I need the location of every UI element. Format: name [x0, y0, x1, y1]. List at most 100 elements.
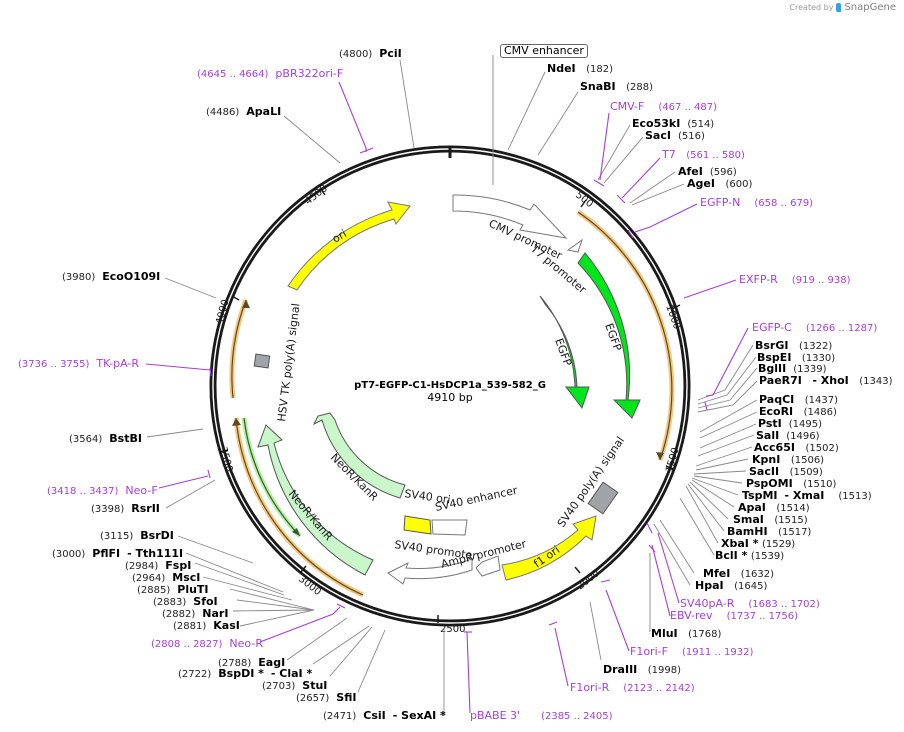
- enzyme-sfii[interactable]: (2657) SfiI: [296, 691, 357, 704]
- enzyme-sacii[interactable]: SacII (1509): [749, 465, 823, 478]
- enzyme-stui[interactable]: (2703) StuI: [262, 679, 328, 692]
- enzyme-rsrii[interactable]: (3398) RsrII: [91, 502, 160, 515]
- enzyme-nari[interactable]: (2882) NarI: [162, 607, 229, 620]
- enzyme-pluti[interactable]: (2885) PluTI: [137, 583, 209, 596]
- primer-cmv-f[interactable]: CMV-F (467 .. 487): [610, 100, 718, 113]
- enzyme-leaders: [146, 59, 758, 716]
- sv40-ori-label: SV40 ori: [404, 487, 452, 506]
- enzyme-afei[interactable]: AfeI (596): [678, 165, 737, 178]
- f1-ori-label: f1 ori: [531, 543, 562, 570]
- primer-exfp-r[interactable]: EXFP-R (919 .. 938): [739, 273, 851, 286]
- sv40-ori-box: [403, 515, 432, 535]
- enzyme-agei[interactable]: AgeI (600): [687, 177, 753, 190]
- ampr-promoter-arrow: [475, 555, 501, 577]
- hsv-tk-polya-label: HSV TK poly(A) signal: [275, 303, 302, 423]
- enzyme-msci[interactable]: (2964) MscI: [132, 571, 201, 584]
- credit-prefix: Created by: [789, 3, 834, 12]
- enzyme-sfoi[interactable]: (2883) SfoI: [153, 595, 218, 608]
- enzyme-bglii[interactable]: BglII (1339): [758, 362, 827, 375]
- enzyme-bcli[interactable]: BclI * (1539): [715, 549, 785, 562]
- neo-outer-arrow: [257, 424, 374, 576]
- credit-brand: SnapGene: [844, 2, 896, 13]
- enzyme-bsrgi[interactable]: BsrGI (1322): [755, 339, 833, 352]
- primer-f1ori-f[interactable]: F1ori-F (1911 .. 1932): [630, 645, 754, 658]
- enzyme-acc65i[interactable]: Acc65I (1502): [754, 441, 839, 454]
- backbone: [209, 145, 691, 627]
- primer-ebv-rev[interactable]: EBV-rev (1737 .. 1756): [670, 609, 798, 622]
- plasmid-name: pT7-EGFP-C1-HsDCP1a_539-582_G: [354, 380, 546, 391]
- primer-neo-r[interactable]: (2808 .. 2827) Neo-R: [151, 637, 263, 650]
- features: [253, 194, 641, 585]
- enzyme-eagi[interactable]: (2788) EagI: [218, 656, 286, 669]
- tick-4000: 4000: [214, 298, 231, 325]
- cmv-promoter-arrow: [452, 194, 568, 239]
- enzyme-csii-sexai[interactable]: (2471) CsiI - SexAI *: [323, 709, 446, 722]
- enzyme-pflfi-tth111i[interactable]: (3000) PflFI - Tth111I: [52, 547, 184, 560]
- primer-neo-f[interactable]: (3418 .. 3437) Neo-F: [47, 484, 158, 497]
- sv40-enhancer-box: [431, 519, 468, 536]
- enzyme-xbai[interactable]: XbaI * (1529): [721, 537, 796, 550]
- enzyme-kasi[interactable]: (2881) KasI: [173, 619, 240, 632]
- neo-inner-arrow: [312, 412, 406, 499]
- hsv-tk-polya-box: [253, 353, 271, 369]
- tick-3500: 3500: [217, 446, 234, 473]
- enzyme-mlui[interactable]: MluI (1768): [651, 627, 722, 640]
- enzyme-tspmi-xmai[interactable]: TspMI - XmaI (1513): [742, 489, 872, 502]
- enzyme-pspomi[interactable]: PspOMI (1510): [746, 477, 837, 490]
- enzyme-bspdi-clai[interactable]: (2722) BspDI * - ClaI *: [178, 667, 313, 680]
- ori-label: ori: [330, 227, 349, 245]
- primer-leaders: [145, 81, 749, 714]
- enzyme-kpni[interactable]: KpnI (1506): [752, 453, 825, 466]
- tick-marks: [219, 187, 681, 623]
- primer-egfp-c[interactable]: EGFP-C (1266 .. 1287): [752, 321, 878, 334]
- primer-sv40pa-r[interactable]: SV40pA-R (1683 .. 1702): [680, 597, 820, 610]
- ori-arrow: [287, 201, 411, 291]
- primer-tk-pa-r[interactable]: (3736 .. 3755) TK-pA-R: [18, 357, 140, 370]
- tick-1500: 1500: [664, 446, 681, 473]
- enzyme-pcii[interactable]: (4800) PciI: [339, 47, 402, 60]
- sv40-enhancer-label: SV40 enhancer: [434, 484, 519, 514]
- enzyme-draiii[interactable]: DraIII (1998): [603, 663, 682, 676]
- neo-outer-label: NeoR/KanR: [286, 488, 336, 544]
- enzyme-hpai[interactable]: HpaI (1645): [695, 579, 768, 592]
- enzyme-bspei[interactable]: BspEI (1330): [757, 351, 836, 364]
- primer-f1ori-r[interactable]: F1ori-R (2123 .. 2142): [570, 681, 695, 694]
- plasmid-title: pT7-EGFP-C1-HsDCP1a_539-582_G 4910 bp: [330, 380, 570, 404]
- snapgene-logo-icon: [836, 3, 842, 12]
- snapgene-credit: Created by SnapGene: [789, 2, 896, 13]
- enzyme-apali[interactable]: (4486) ApaLI: [206, 105, 282, 118]
- f1-ori-arrow: [501, 515, 597, 581]
- egfp-inner-arrow: [539, 295, 590, 410]
- enzyme-bamhi[interactable]: BamHI (1517): [727, 525, 812, 538]
- egfp-outer-arrow: [577, 252, 641, 419]
- t7-promoter-arrow: [566, 238, 583, 253]
- enzyme-ndei[interactable]: NdeI (182): [547, 62, 614, 75]
- enzyme-eco53ki[interactable]: Eco53kI (514): [632, 117, 715, 130]
- enzyme-mfei[interactable]: MfeI (1632): [703, 567, 775, 580]
- enzyme-sali[interactable]: SalI (1496): [756, 429, 820, 442]
- enzyme-bsrdi[interactable]: (3115) BsrDI: [100, 529, 174, 542]
- sv40-polya-label: SV40 poly(A) signal: [555, 434, 627, 529]
- enzyme-saci[interactable]: SacI (516): [645, 129, 705, 142]
- enzyme-smai[interactable]: SmaI (1515): [733, 513, 808, 526]
- enzyme-ecori[interactable]: EcoRI (1486): [759, 405, 837, 418]
- primer-t7[interactable]: T7 (561 .. 580): [662, 148, 745, 161]
- primer-pbabe-3[interactable]: pBABE 3' (2385 .. 2405): [470, 709, 613, 722]
- enzyme-apai[interactable]: ApaI (1514): [738, 501, 810, 514]
- primer-pbr322ori-f[interactable]: (4645 .. 4664) pBR322ori-F: [197, 67, 344, 80]
- sv40-polya-box: [587, 481, 619, 515]
- enzyme-bstbi[interactable]: (3564) BstBI: [69, 432, 142, 445]
- enzyme-ecoo109i[interactable]: (3980) EcoO109I: [62, 270, 161, 283]
- enzyme-paqci[interactable]: PaqCI (1437): [759, 393, 838, 406]
- orf-highlights: [229, 209, 675, 598]
- enzyme-psti[interactable]: PstI (1495): [758, 417, 823, 430]
- tick-2500: 2500: [440, 624, 465, 635]
- enzyme-snabi[interactable]: SnaBI (288): [580, 80, 654, 93]
- enzyme-paer7i-xhoi[interactable]: PaeR7I - XhoI (1343): [759, 374, 893, 387]
- cmv-enhancer-label: CMV enhancer: [500, 44, 588, 58]
- enzyme-fspi[interactable]: (2984) FspI: [125, 559, 192, 572]
- sv40-promoter-arrow: [387, 558, 473, 585]
- egfp-inner-label: EGFP: [552, 337, 574, 369]
- primer-egfp-n[interactable]: EGFP-N (658 .. 679): [700, 196, 814, 209]
